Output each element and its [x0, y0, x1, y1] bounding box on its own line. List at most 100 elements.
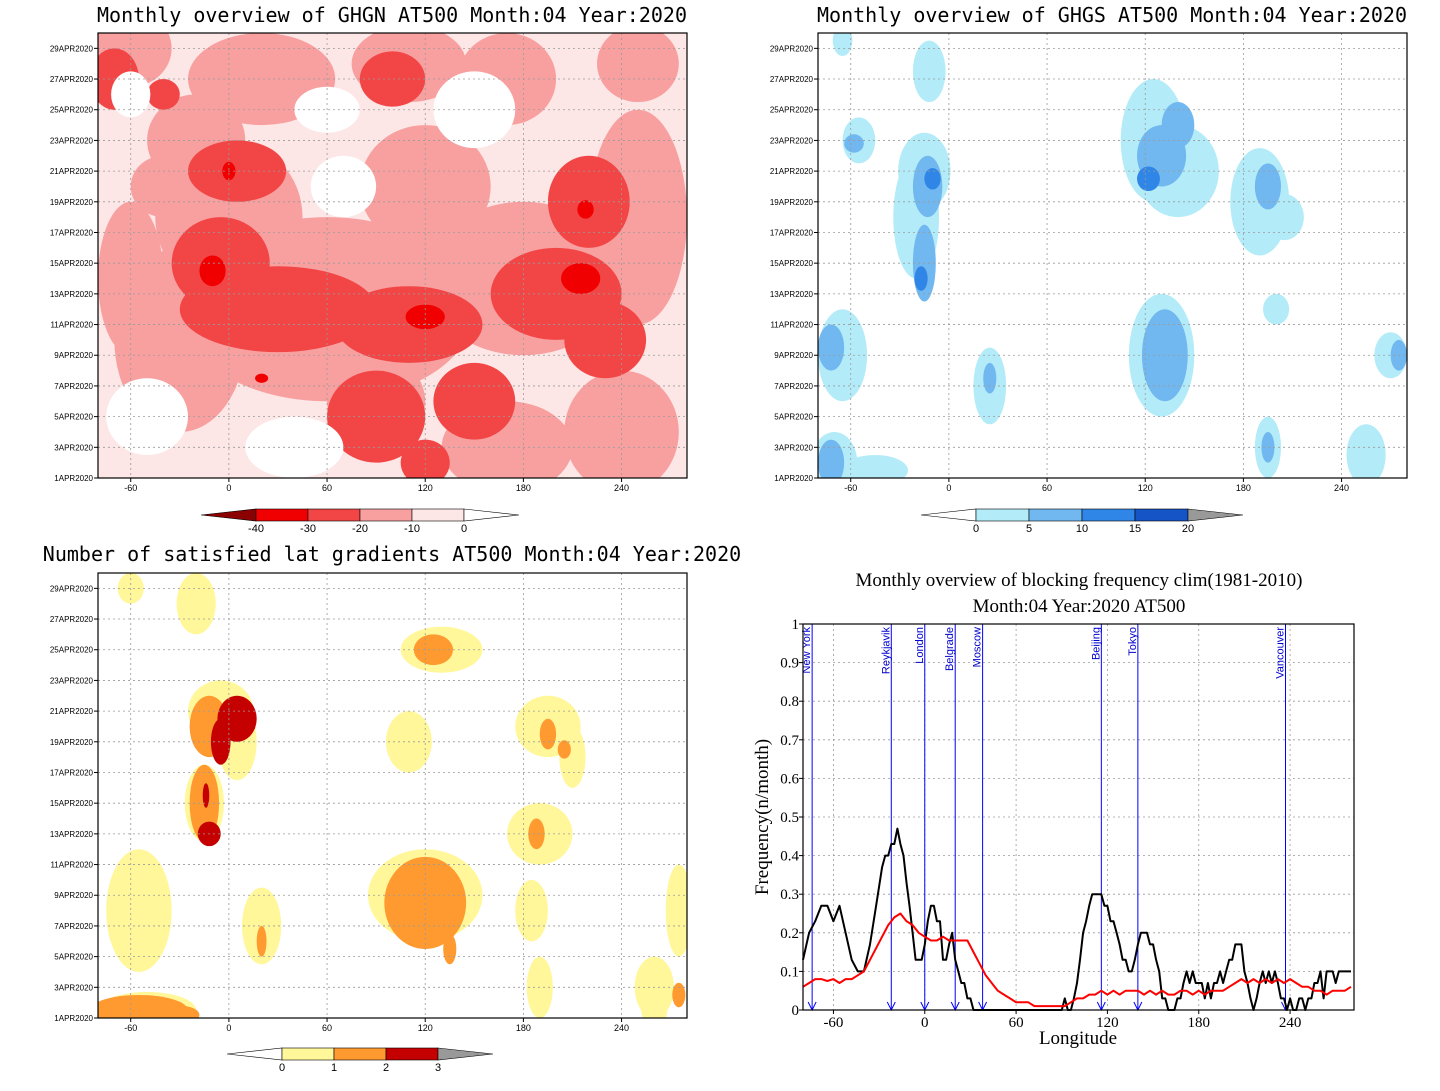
contour-patch	[310, 155, 377, 218]
contour-patch	[210, 718, 231, 765]
y-tick-label: 25APR2020	[50, 646, 94, 655]
ghgn-colorbar: -40 -30 -20 -10 0	[200, 508, 520, 535]
contour-patch	[818, 439, 845, 478]
contour-patch	[384, 856, 467, 949]
series-line-climatology	[802, 912, 1352, 1008]
colorbar-label: -40	[248, 523, 264, 535]
y-tick-label: 7APR2020	[54, 382, 93, 391]
colorbar-high-arrow	[1187, 508, 1244, 522]
city-label: New York	[801, 627, 813, 674]
colorbar-label: -20	[352, 523, 368, 535]
contour-patch	[359, 125, 491, 248]
gradient-colorbar: 0 1 2 3	[226, 1047, 494, 1074]
x-tick-label: -60	[124, 483, 137, 493]
y-tick-label: 9APR2020	[54, 891, 93, 900]
line-y-tick-label: 0.4	[780, 849, 799, 865]
colorbar-segment	[1081, 508, 1136, 522]
colorbar-segment	[281, 1047, 335, 1061]
y-tick-label: 21APR2020	[50, 707, 94, 716]
colorbar-high-arrow	[463, 508, 520, 522]
ghgn-contour-field	[98, 33, 687, 478]
line-y-tick-label: 0	[792, 1003, 800, 1019]
y-tick-label: 3APR2020	[54, 983, 93, 992]
line-chart-x-axis: -60 0 60 120 180 240	[823, 1010, 1301, 1031]
panel-ghgn: Monthly overview of GHGN AT500 Month:04 …	[50, 3, 688, 535]
series-line-frequency	[802, 827, 1351, 1011]
contour-patch	[241, 887, 282, 965]
contour-patch	[515, 879, 548, 942]
y-tick-label: 27APR2020	[50, 615, 94, 624]
y-tick-label: 7APR2020	[54, 922, 93, 931]
ghgs-title: Monthly overview of GHGS AT500 Month:04 …	[817, 3, 1407, 27]
ghgs-plot-frame	[817, 32, 1408, 479]
colorbar-segment	[1134, 508, 1189, 522]
ghgs-colorbar: 0 5 10 15 20	[920, 508, 1244, 535]
ghgs-grid	[818, 33, 1407, 478]
line-y-tick-label: 0.2	[780, 926, 799, 942]
city-label: Vancouver	[1275, 627, 1287, 679]
line-y-tick-label: 0.5	[780, 810, 799, 826]
y-tick-label: 11APR2020	[50, 321, 93, 330]
panel-blocking-frequency: Monthly overview of blocking frequency c…	[752, 570, 1355, 1049]
contour-patch	[832, 33, 853, 57]
colorbar-segment	[1028, 508, 1083, 522]
colorbar-label: 10	[1076, 523, 1088, 535]
y-tick-label: 13APR2020	[50, 830, 94, 839]
colorbar-segment	[411, 508, 465, 522]
x-tick-label: 240	[1334, 483, 1349, 493]
y-tick-label: 27APR2020	[50, 75, 94, 84]
y-tick-label: 25APR2020	[770, 106, 814, 115]
y-tick-label: 23APR2020	[770, 136, 814, 145]
contour-patch	[443, 933, 457, 965]
ghgs-contour-field	[818, 33, 1407, 478]
colorbar-segment	[359, 508, 413, 522]
y-tick-label: 3APR2020	[54, 443, 93, 452]
line-chart-title-2: Month:04 Year:2020 AT500	[973, 596, 1186, 617]
contour-patch	[912, 40, 946, 103]
x-tick-label: 0	[226, 1023, 231, 1033]
y-tick-label: 13APR2020	[770, 290, 814, 299]
gradient-plot-frame	[97, 572, 688, 1019]
contour-patch	[818, 324, 845, 371]
contour-patch	[1254, 163, 1282, 210]
line-chart-series	[802, 827, 1352, 1011]
contour-patch	[528, 818, 545, 850]
gradient-y-axis: 1APR2020 3APR2020 5APR2020 7APR2020 9APR2020…	[50, 584, 98, 1023]
line-chart-grid	[803, 624, 1354, 1010]
line-chart-x-label: Longitude	[1039, 1028, 1117, 1049]
x-tick-label: 240	[614, 483, 629, 493]
panel-gradient: Number of satisfied lat gradients AT500 …	[43, 542, 741, 1074]
y-tick-label: 29APR2020	[50, 44, 94, 53]
ghgs-y-axis: 1APR2020 3APR2020 5APR2020 7APR2020 9APR2020…	[770, 44, 818, 483]
city-label: Belgrade	[944, 627, 956, 671]
y-tick-label: 17APR2020	[770, 228, 814, 237]
x-tick-label: 180	[1236, 483, 1251, 493]
colorbar-segment	[307, 508, 361, 522]
contour-patch	[914, 266, 928, 291]
contour-patch	[844, 134, 864, 153]
y-tick-label: 21APR2020	[770, 167, 814, 176]
x-tick-label: 60	[322, 1023, 332, 1033]
colorbar-segment	[385, 1047, 439, 1061]
line-chart-y-axis: 0 0.1 0.2 0.3 0.4 0.5 0.6 0.7 0.8 0.9 1	[780, 617, 803, 1019]
y-tick-label: 11APR2020	[770, 321, 813, 330]
contour-patch	[561, 263, 601, 294]
colorbar-segment	[255, 508, 309, 522]
panel-ghgs: Monthly overview of GHGS AT500 Month:04 …	[770, 3, 1408, 535]
city-label: Reykjavik	[880, 627, 892, 675]
contour-patch	[665, 864, 687, 957]
contour-patch	[1161, 102, 1195, 149]
city-label: Beijing	[1090, 627, 1102, 660]
colorbar-label: -10	[404, 523, 420, 535]
x-tick-label: 120	[418, 1023, 433, 1033]
line-y-tick-label: 0.7	[780, 733, 799, 749]
y-tick-label: 27APR2020	[770, 75, 814, 84]
city-label: London	[914, 627, 926, 664]
line-y-tick-label: 0.8	[780, 694, 799, 710]
contour-patch	[539, 718, 557, 750]
x-tick-label: 180	[516, 1023, 531, 1033]
line-x-tick-label: 180	[1187, 1015, 1210, 1031]
line-x-tick-label: 60	[1009, 1015, 1024, 1031]
contour-patch	[106, 849, 172, 972]
ghgn-grid	[98, 33, 687, 478]
